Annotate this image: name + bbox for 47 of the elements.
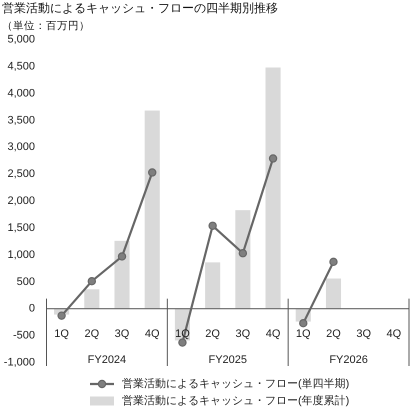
y-tick-label: -500 <box>12 330 35 342</box>
point <box>148 168 156 177</box>
legend-label: 営業活動によるキャッシュ・フロー(年度累計) <box>122 394 350 407</box>
point <box>299 319 308 328</box>
y-tick-label: 4,500 <box>7 60 35 72</box>
point <box>329 258 338 266</box>
x-tick-label: 3Q <box>356 328 372 340</box>
y-tick-label: 0 <box>28 302 35 315</box>
x-tick-label: 4Q <box>386 328 402 340</box>
y-tick-label: 1,000 <box>7 248 35 261</box>
annotation: FY2024 <box>88 354 126 366</box>
x-tick-label: 2Q <box>205 328 220 340</box>
chart-title: 営業活動によるキャッシュ・フローの四半期別推移 <box>2 1 278 15</box>
bar <box>205 262 220 309</box>
y-tick-label: 3,500 <box>7 114 35 126</box>
point <box>208 222 217 230</box>
point <box>238 249 248 258</box>
x-tick-label: 4Q <box>144 328 160 340</box>
bar <box>266 67 281 309</box>
point <box>118 252 126 261</box>
point <box>268 154 278 163</box>
y-tick-label: 1,500 <box>7 222 35 234</box>
x-tick-label: 2Q <box>326 328 342 340</box>
annotation: FY2025 <box>208 354 248 366</box>
y-tick-label: 2,500 <box>7 168 35 180</box>
y-tick-label: 4,000 <box>7 87 35 100</box>
bar <box>114 240 130 309</box>
bar <box>144 110 160 309</box>
x-tick-label: 2Q <box>84 328 100 340</box>
point <box>57 311 66 320</box>
bar <box>235 210 250 309</box>
legend-label: 営業活動によるキャッシュ・フロー(単四半期) <box>122 377 350 390</box>
bar <box>326 278 342 309</box>
x-tick-label: 1Q <box>296 328 312 340</box>
x-tick-label: 1Q <box>54 328 70 340</box>
y-tick-label: 2,000 <box>7 195 35 207</box>
x-tick-label: 4Q <box>266 328 281 340</box>
x-tick-label: 3Q <box>236 328 251 340</box>
y-tick-label: 5,000 <box>7 34 35 46</box>
bar <box>84 289 100 309</box>
y-tick-label: 500 <box>16 276 35 288</box>
y-tick-label: -1,000 <box>4 356 35 368</box>
annotation: FY2026 <box>329 354 368 366</box>
point <box>88 277 96 286</box>
chart-subtitle: （単位：百万円） <box>2 20 90 32</box>
x-tick-label: 3Q <box>114 328 130 340</box>
y-tick-label: 3,000 <box>7 141 35 154</box>
